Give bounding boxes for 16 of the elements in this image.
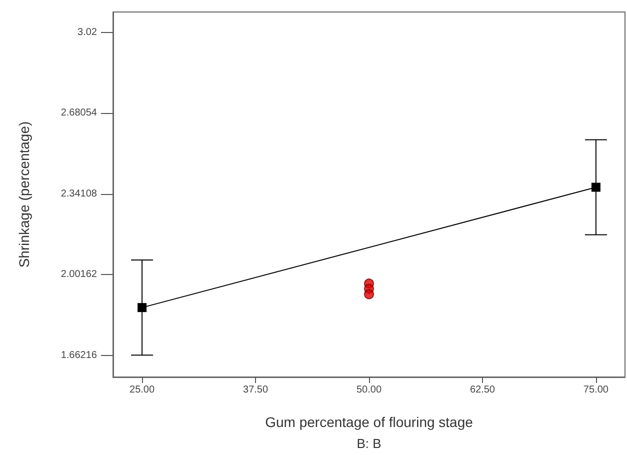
y-tick-label: 1.66216 bbox=[60, 350, 98, 361]
x-tick-label: 50.00 bbox=[356, 384, 382, 396]
point bbox=[591, 182, 600, 192]
y-axis-title: Shrinkage (percentage) bbox=[16, 121, 32, 268]
x-tick-label: 75.00 bbox=[583, 384, 609, 396]
y-tick-label: 2.34108 bbox=[60, 188, 98, 200]
point bbox=[364, 289, 374, 300]
text: B: B bbox=[356, 436, 382, 451]
point bbox=[138, 303, 147, 312]
x-tick-label: 37.50 bbox=[243, 384, 268, 396]
y-tick-label: 2.00162 bbox=[60, 269, 98, 280]
y-tick-label: 3.02 bbox=[78, 26, 98, 38]
y-tick-label: 2.68054 bbox=[60, 108, 98, 119]
x-tick-label: 62.50 bbox=[470, 384, 496, 396]
x-axis-title: Gum percentage of flouring stage bbox=[265, 414, 474, 430]
x-tick-label: 25.00 bbox=[130, 384, 155, 396]
